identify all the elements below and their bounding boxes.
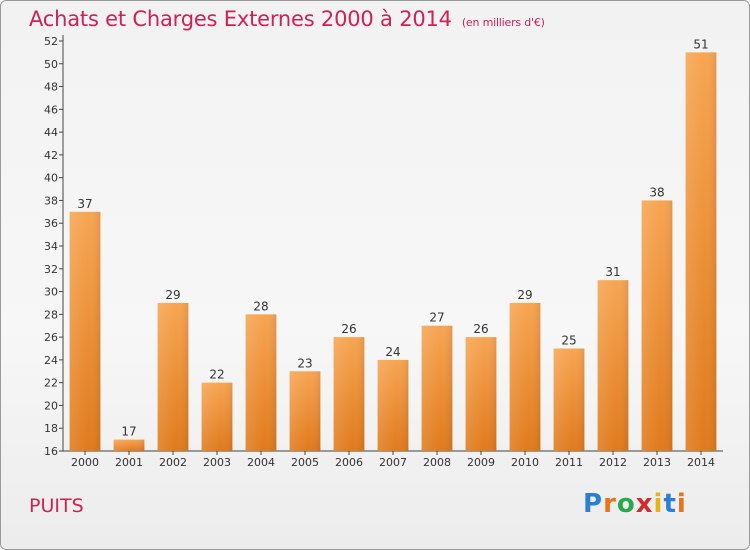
bar-shade bbox=[377, 359, 409, 451]
chart-title: Achats et Charges Externes 2000 à 2014 (e… bbox=[29, 7, 545, 31]
x-tick-label: 2001 bbox=[115, 456, 143, 469]
x-tick-label: 2006 bbox=[335, 456, 363, 469]
y-tick-label: 50 bbox=[44, 58, 58, 71]
logo-letter: P bbox=[583, 489, 604, 519]
y-tick-labels: 16 18 20 22 24 26 28 30 32 34 36 38 40 42 44 46 48 50 52 bbox=[44, 35, 63, 458]
y-tick-label: 38 bbox=[44, 194, 58, 207]
value-label: 24 bbox=[385, 345, 400, 359]
y-tick-label: 18 bbox=[44, 422, 58, 435]
y-tick-label: 52 bbox=[44, 35, 58, 48]
logo-letter: t bbox=[663, 489, 677, 519]
y-tick-label: 34 bbox=[44, 240, 58, 253]
proxiti-logo: Proxiti bbox=[583, 489, 687, 519]
value-label: 27 bbox=[429, 311, 444, 325]
y-tick-label: 32 bbox=[44, 263, 58, 276]
x-tick-label: 2011 bbox=[555, 456, 583, 469]
value-label: 26 bbox=[473, 322, 488, 336]
commune-name: PUITS bbox=[29, 495, 84, 517]
bar-shade bbox=[157, 302, 189, 451]
bar-shade bbox=[685, 52, 717, 452]
value-label: 25 bbox=[561, 334, 576, 348]
x-tick-label: 2008 bbox=[423, 456, 451, 469]
x-tick-label: 2007 bbox=[379, 456, 407, 469]
value-label: 37 bbox=[77, 197, 92, 211]
bars bbox=[69, 52, 717, 452]
logo-letter: i bbox=[676, 489, 687, 519]
value-labels: 37 17 29 22 28 23 26 24 27 26 29 25 31 38 51 bbox=[77, 37, 708, 438]
bar-shade bbox=[245, 314, 277, 451]
chart-title-text: Achats et Charges Externes 2000 à 2014 bbox=[29, 7, 452, 31]
value-label: 22 bbox=[209, 368, 224, 382]
bar-shade bbox=[641, 200, 673, 451]
y-tick-label: 46 bbox=[44, 103, 58, 116]
value-label: 17 bbox=[121, 425, 136, 439]
value-label: 38 bbox=[649, 185, 664, 199]
bar-shade bbox=[69, 211, 101, 451]
x-tick-label: 2004 bbox=[247, 456, 275, 469]
value-label: 29 bbox=[165, 288, 180, 302]
y-tick-label: 40 bbox=[44, 172, 58, 185]
y-tick-label: 42 bbox=[44, 149, 58, 162]
y-tick-label: 30 bbox=[44, 286, 58, 299]
value-label: 29 bbox=[517, 288, 532, 302]
x-tick-label: 2014 bbox=[687, 456, 715, 469]
x-tick-label: 2002 bbox=[159, 456, 187, 469]
y-tick-label: 44 bbox=[44, 126, 58, 139]
bar-shade bbox=[289, 371, 321, 451]
bar-shade bbox=[113, 439, 145, 451]
logo-letter: r bbox=[603, 489, 617, 519]
bar-shade bbox=[509, 302, 541, 451]
x-tick-label: 2003 bbox=[203, 456, 231, 469]
x-tick-label: 2010 bbox=[511, 456, 539, 469]
value-label: 23 bbox=[297, 356, 312, 370]
x-tick-label: 2005 bbox=[291, 456, 319, 469]
y-tick-label: 36 bbox=[44, 217, 58, 230]
value-label: 51 bbox=[693, 37, 708, 51]
x-tick-label: 2012 bbox=[599, 456, 627, 469]
bar-shade bbox=[553, 348, 585, 451]
bar-shade bbox=[465, 337, 497, 451]
x-tick-label: 2000 bbox=[71, 456, 99, 469]
value-label: 31 bbox=[605, 265, 620, 279]
x-tick-labels: 2000 2001 2002 2003 2004 2005 2006 2007 2008 2009… bbox=[71, 451, 715, 469]
y-tick-label: 22 bbox=[44, 377, 58, 390]
y-tick-label: 26 bbox=[44, 331, 58, 344]
y-tick-label: 28 bbox=[44, 308, 58, 321]
y-tick-label: 20 bbox=[44, 399, 58, 412]
x-tick-label: 2009 bbox=[467, 456, 495, 469]
y-tick-label: 24 bbox=[44, 354, 58, 367]
y-tick-label: 48 bbox=[44, 81, 58, 94]
logo-letter: x bbox=[635, 489, 654, 519]
logo-letter: o bbox=[616, 489, 636, 519]
bar-shade bbox=[597, 280, 629, 451]
value-label: 26 bbox=[341, 322, 356, 336]
bar-shade bbox=[201, 382, 233, 451]
logo-letter: i bbox=[653, 489, 664, 519]
bar-shade bbox=[333, 337, 365, 451]
unit-note: (en milliers d'€) bbox=[461, 16, 545, 29]
x-tick-label: 2013 bbox=[643, 456, 671, 469]
value-label: 28 bbox=[253, 299, 268, 313]
y-tick-label: 16 bbox=[44, 445, 58, 458]
bar-shade bbox=[421, 325, 453, 451]
